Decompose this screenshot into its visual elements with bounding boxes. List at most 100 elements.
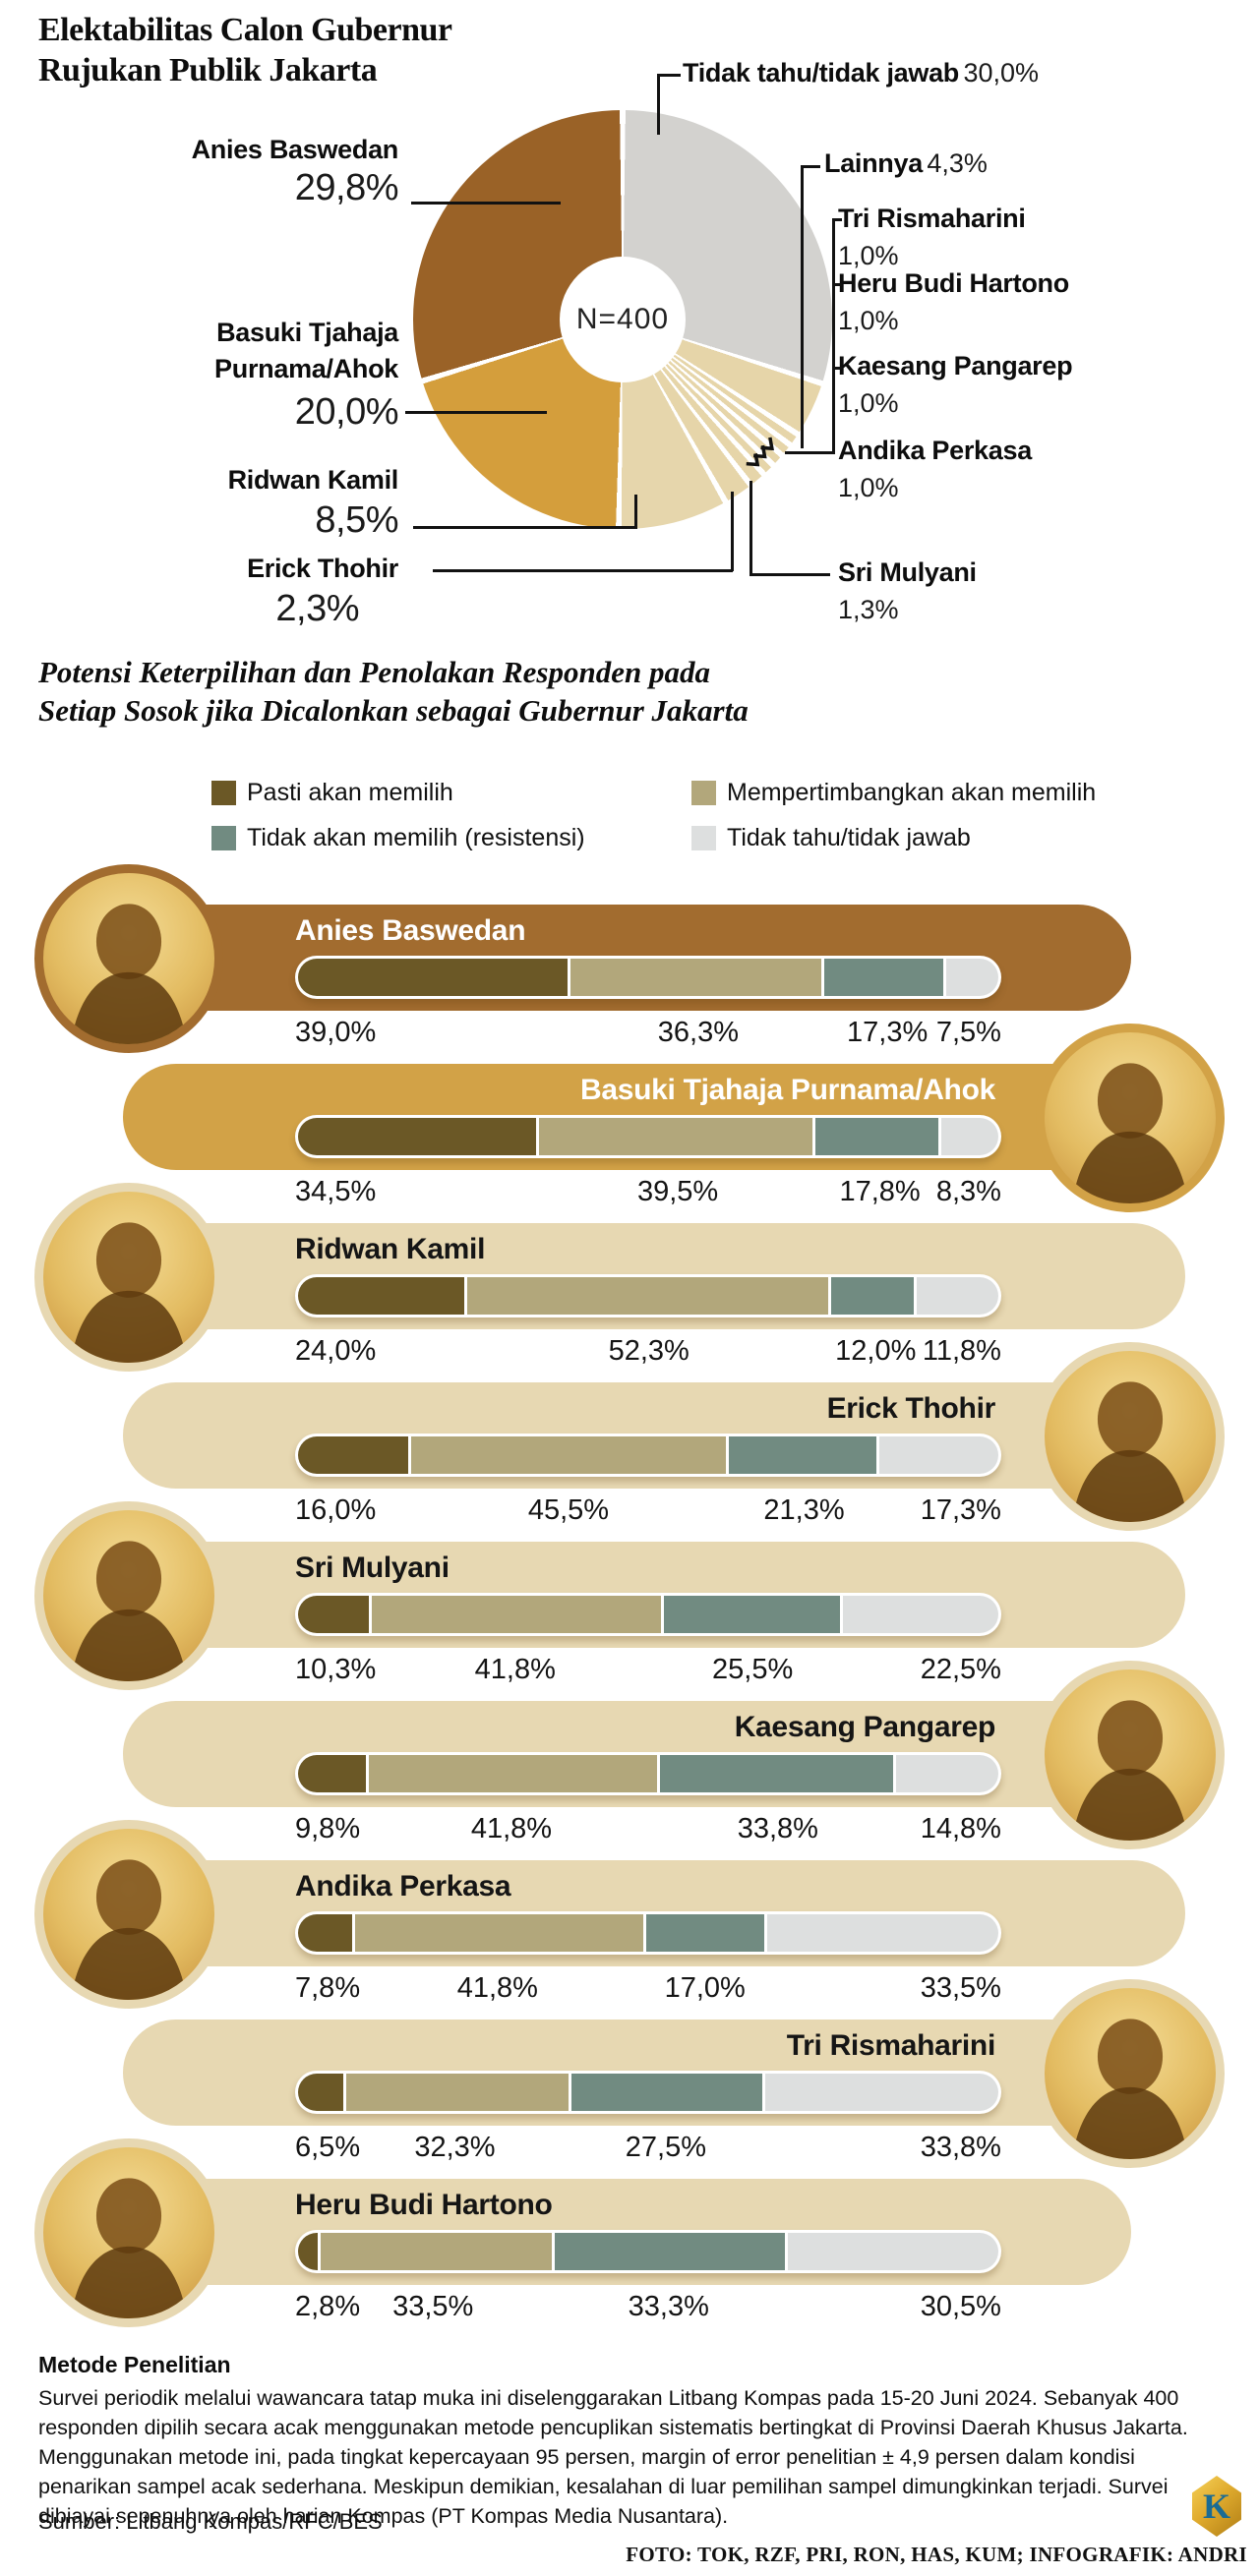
percent-label: 41,8% xyxy=(470,1812,553,1844)
portrait-silhouette-icon xyxy=(1071,1381,1189,1522)
stacked-bar xyxy=(298,1914,998,1952)
stacked-bar xyxy=(298,1755,998,1792)
sample-size-label: N=400 xyxy=(575,303,670,335)
bar-segment xyxy=(823,959,944,996)
leader-line xyxy=(634,495,637,528)
candidate-photo xyxy=(34,2138,223,2327)
bar-segment xyxy=(940,1118,998,1155)
stacked-bar-frame xyxy=(295,1274,1001,1317)
percent-label: 7,5% xyxy=(935,1016,1001,1048)
stacked-bar xyxy=(298,1118,998,1155)
leader-line xyxy=(411,202,561,205)
percent-label: 33,8% xyxy=(737,1812,818,1844)
percent-label: 39,5% xyxy=(636,1175,719,1207)
percent-label: 32,3% xyxy=(414,2131,496,2163)
pie-label-andika: Andika Perkasa xyxy=(838,436,1032,465)
portrait-silhouette-icon xyxy=(70,1222,188,1363)
portrait-silhouette-icon xyxy=(70,1541,188,1681)
percent-label: 33,8% xyxy=(920,2131,1001,2163)
candidate-photo xyxy=(34,1183,223,1372)
legend-label-pasti: Pasti akan memilih xyxy=(247,779,453,806)
bar-segment xyxy=(896,1755,998,1792)
candidate-row: Heru Budi Hartono 2,8% 33,5% 33,3% 30,5% xyxy=(0,2138,1259,2338)
percent-label: 8,3% xyxy=(935,1175,1001,1207)
legend-item-tidak-akan: Tidak akan memilih (resistensi) xyxy=(211,824,585,852)
percent-label: 34,5% xyxy=(295,1175,377,1207)
percent-label: 52,3% xyxy=(608,1334,689,1367)
percent-label: 9,8% xyxy=(295,1812,361,1844)
legend-swatch-mempertimbangkan xyxy=(691,781,716,805)
legend-label-tidak-tahu: Tidak tahu/tidak jawab xyxy=(727,824,971,851)
bar-segment xyxy=(368,1755,658,1792)
pie-label-erick: Erick Thohir xyxy=(247,554,398,583)
stacked-bar-frame xyxy=(295,1115,1001,1158)
leader-line xyxy=(731,492,734,571)
pie-value-basuki: 20,0% xyxy=(294,391,399,433)
percent-label: 24,0% xyxy=(295,1334,377,1367)
candidate-name: Andika Perkasa xyxy=(295,1870,511,1903)
stacked-bar xyxy=(298,2074,998,2111)
pie-value-ridwan: 8,5% xyxy=(315,499,398,541)
percent-label: 17,3% xyxy=(920,1493,1001,1526)
candidate-name: Tri Rismaharini xyxy=(786,2029,996,2062)
bar-segment xyxy=(298,1914,352,1952)
section-title: Potensi Keterpilihan dan Penolakan Respo… xyxy=(38,653,749,730)
candidate-photo xyxy=(34,864,223,1053)
bar-segment xyxy=(354,1914,644,1952)
percent-label: 14,8% xyxy=(920,1812,1001,1844)
candidate-row: Basuki Tjahaja Purnama/Ahok 34,5% 39,5% 17… xyxy=(0,1024,1259,1223)
method-body: Survei periodik melalui wawancara tatap … xyxy=(38,2386,1188,2528)
pie-label-lainnya: Lainnya 4,3% xyxy=(824,147,1139,179)
leader-line xyxy=(832,283,842,286)
candidate-photo xyxy=(34,1501,223,1690)
method-heading: Metode Penelitian xyxy=(38,2352,231,2377)
leader-line xyxy=(832,218,835,454)
bar-segment xyxy=(571,2074,762,2111)
percent-row: 9,8% 41,8% 33,8% 14,8% xyxy=(295,1811,1001,1846)
bar-segment xyxy=(764,2074,998,2111)
leader-line xyxy=(832,218,842,221)
percent-label: 30,5% xyxy=(920,2290,1001,2322)
percent-label: 17,0% xyxy=(664,1971,746,2004)
source-line: Sumber: Litbang Kompas/RFC/BES xyxy=(38,2509,383,2534)
legend-swatch-tidak-akan xyxy=(211,826,236,850)
percent-row: 24,0% 52,3% 12,0% 11,8% xyxy=(295,1333,1001,1369)
candidate-name: Anies Baswedan xyxy=(295,914,526,947)
bar-segment xyxy=(646,1914,764,1952)
candidate-row: Sri Mulyani 10,3% 41,8% 25,5% 22,5% xyxy=(0,1501,1259,1701)
stacked-bar-frame xyxy=(295,1434,1001,1477)
bar-segment xyxy=(298,1436,409,1474)
percent-label: 17,3% xyxy=(847,1016,929,1048)
percent-label: 36,3% xyxy=(657,1016,740,1048)
bar-segment xyxy=(466,1277,828,1315)
candidate-name: Erick Thohir xyxy=(826,1392,996,1425)
percent-label: 16,0% xyxy=(295,1493,377,1526)
percent-label: 27,5% xyxy=(625,2131,707,2163)
portrait-silhouette-icon xyxy=(1071,1700,1189,1841)
bar-segment xyxy=(411,1436,726,1474)
pie-value-tidaktahu: 30,0% xyxy=(963,58,1039,88)
pie-label-ridwan: Ridwan Kamil xyxy=(227,465,399,495)
percent-row: 10,3% 41,8% 25,5% 22,5% xyxy=(295,1652,1001,1687)
bar-segment xyxy=(660,1755,894,1792)
leader-line xyxy=(433,569,733,572)
percent-label: 25,5% xyxy=(712,1653,794,1685)
pie-label-tidaktahu-name: Tidak tahu/tidak jawab xyxy=(683,58,959,88)
percent-label: 10,3% xyxy=(295,1653,377,1685)
bar-segment xyxy=(345,2074,570,2111)
portrait-silhouette-icon xyxy=(1071,2019,1189,2159)
bar-segment xyxy=(298,2074,343,2111)
kompas-logo-letter: K xyxy=(1202,2487,1230,2526)
candidate-name: Basuki Tjahaja Purnama/Ahok xyxy=(579,1074,995,1106)
candidate-photo xyxy=(1036,1979,1225,2168)
legend-item-mempertimbangkan: Mempertimbangkan akan memilih xyxy=(691,779,1096,807)
stacked-bar xyxy=(298,1436,998,1474)
stacked-bar-frame xyxy=(295,956,1001,999)
pie-value-andika: 1,0% xyxy=(838,473,899,502)
pie-label-basuki: Basuki Tjahaja Purnama/Ahok xyxy=(214,318,398,383)
percent-label: 12,0% xyxy=(835,1334,917,1367)
percent-row: 2,8% 33,5% 33,3% 30,5% xyxy=(295,2289,1001,2324)
legend-item-pasti: Pasti akan memilih xyxy=(211,779,453,807)
bar-segment xyxy=(320,2233,552,2270)
stacked-bar xyxy=(298,2233,998,2270)
